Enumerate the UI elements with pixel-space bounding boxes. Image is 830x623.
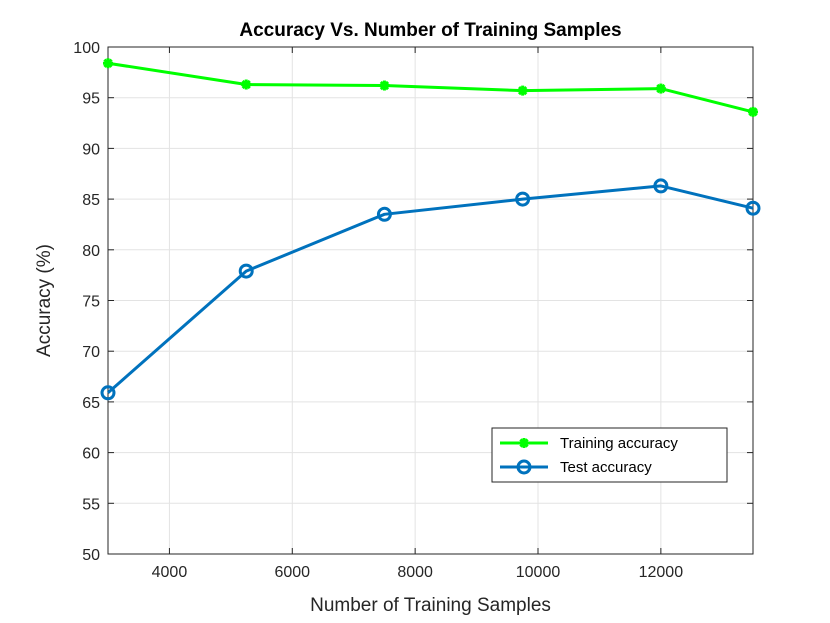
legend-entry: Test accuracy — [500, 459, 652, 476]
legend-label: Test accuracy — [560, 459, 652, 476]
data-point — [515, 191, 531, 207]
series-layer — [100, 58, 761, 401]
data-point — [376, 206, 392, 222]
y-tick-label: 85 — [82, 192, 100, 209]
x-tick-label: 12000 — [639, 564, 684, 581]
data-point — [379, 80, 390, 91]
legend-marker — [516, 459, 532, 475]
legend-entries: Training accuracy Test accuracy — [500, 435, 678, 476]
chart-title: Accuracy Vs. Number of Training Samples — [239, 20, 621, 41]
y-tick-label: 65 — [82, 395, 100, 412]
legend-marker — [519, 438, 529, 448]
y-tick-label: 90 — [82, 141, 100, 158]
y-axis-label: Accuracy (%) — [34, 244, 55, 357]
data-point — [517, 85, 528, 96]
data-point — [745, 200, 761, 216]
legend: Training accuracy Test accuracy — [491, 427, 728, 483]
x-tick-label: 4000 — [152, 564, 188, 581]
x-tick-label: 10000 — [516, 564, 561, 581]
y-tick-label: 60 — [82, 446, 100, 463]
data-point — [100, 385, 116, 401]
data-point — [241, 79, 252, 90]
y-tick-label: 100 — [73, 40, 100, 57]
x-tick-label: 8000 — [397, 564, 433, 581]
legend-box — [491, 427, 728, 483]
y-tick-label: 50 — [82, 547, 100, 564]
data-point — [748, 106, 758, 117]
legend-label: Training accuracy — [560, 435, 678, 452]
y-tick-label: 95 — [82, 91, 100, 108]
series-line — [107, 61, 754, 114]
y-tick-label: 80 — [82, 243, 100, 260]
data-point — [238, 263, 254, 279]
series-line — [107, 184, 754, 394]
y-tick-label: 55 — [82, 496, 100, 513]
x-axis-label: Number of Training Samples — [310, 595, 551, 616]
x-axis-ticks: 4000 6000 8000 10000 12000 — [152, 47, 684, 581]
data-point — [655, 83, 666, 94]
series-training — [103, 58, 758, 117]
legend-entry: Training accuracy — [500, 435, 678, 452]
y-tick-label: 70 — [82, 344, 100, 361]
data-point — [103, 58, 113, 69]
x-tick-label: 6000 — [274, 564, 310, 581]
series-test — [100, 178, 761, 401]
y-tick-label: 75 — [82, 294, 100, 311]
y-axis-ticks: 50 55 60 65 70 75 80 85 90 95 100 — [73, 40, 753, 564]
data-point — [653, 178, 669, 194]
